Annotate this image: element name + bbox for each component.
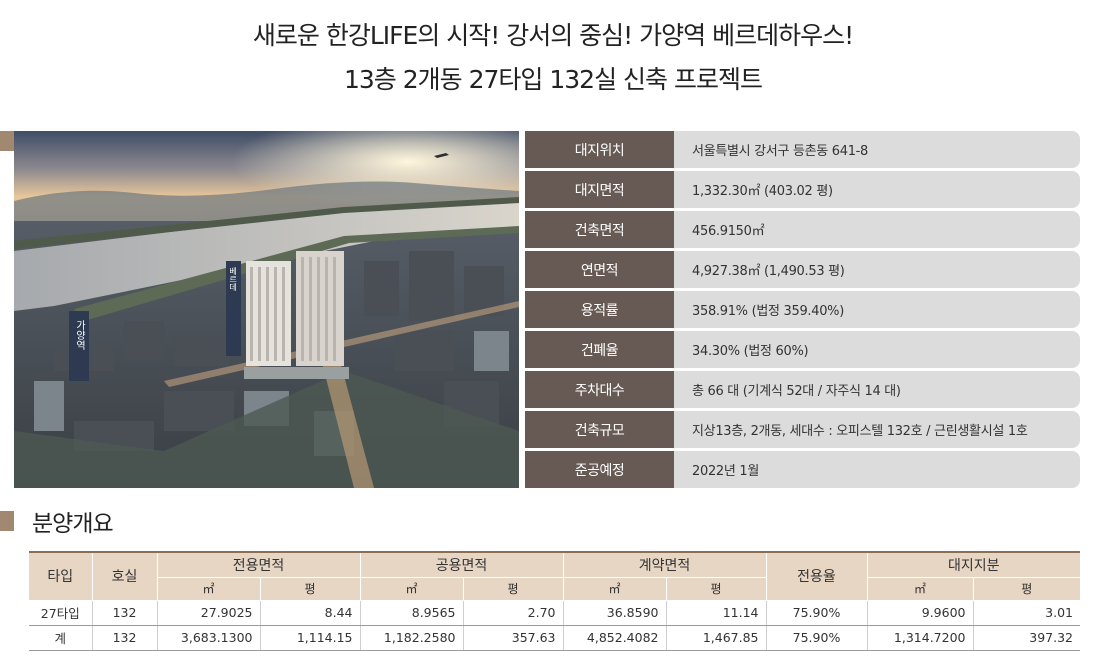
header-sqm: ㎡: [867, 577, 974, 601]
header-common-area: 공용면적: [360, 551, 564, 578]
header-pyeong: 평: [463, 577, 564, 601]
spec-row-site-location: 대지위치 서울특별시 강서구 등촌동 641-8: [525, 131, 1080, 168]
spec-value: 1,332.30㎡ (403.02 평): [692, 184, 833, 199]
cell-type: 계: [29, 625, 93, 651]
spec-row-building-scale: 건축규모 지상13층, 2개동, 세대수 : 오피스텔 132호 / 근린생활시…: [525, 411, 1080, 448]
cell-units: 132: [92, 600, 158, 626]
spec-value: 4,927.38㎡ (1,490.53 평): [692, 264, 845, 279]
header-sqm: ㎡: [157, 577, 261, 601]
cell-contract-pyeong: 11.14: [666, 600, 767, 626]
spec-row-floor-area-ratio: 용적률 358.91% (법정 359.40%): [525, 291, 1080, 328]
header-type: 타입: [29, 551, 93, 601]
section-title: 분양개요: [32, 511, 114, 537]
spec-value: 서울특별시 강서구 등촌동 641-8: [692, 144, 869, 159]
spec-table: 대지위치 서울특별시 강서구 등촌동 641-8 대지면적 1,332.30㎡ …: [525, 131, 1080, 491]
spec-label: 대지면적: [525, 171, 674, 208]
cell-common-sqm: 1,182.2580: [360, 625, 464, 651]
accent-bar: [0, 131, 14, 151]
headline-line-1: 새로운 한강LIFE의 시작! 강서의 중심! 가양역 베르데하우스!: [252, 21, 854, 50]
spec-value: 34.30% (법정 60%): [692, 344, 809, 359]
cell-type: 27타입: [29, 600, 93, 626]
spec-label: 대지위치: [525, 131, 674, 168]
cell-common-sqm: 8.9565: [360, 600, 464, 626]
spec-label: 건축규모: [525, 411, 674, 448]
spec-row-completion: 준공예정 2022년 1월: [525, 451, 1080, 488]
cell-common-pyeong: 2.70: [463, 600, 564, 626]
spec-label: 주차대수: [525, 371, 674, 408]
building-sign-text: 가양역: [74, 320, 86, 351]
spec-label: 준공예정: [525, 451, 674, 488]
spec-label: 건폐율: [525, 331, 674, 368]
spec-value: 456.9150㎡: [692, 224, 765, 239]
cell-land-sqm: 1,314.7200: [867, 625, 974, 651]
building-sign-text-right: 베르데: [229, 267, 238, 292]
section-accent-bar: [0, 511, 14, 531]
header-units: 호실: [92, 551, 158, 601]
header-pyeong: 평: [260, 577, 361, 601]
header-exclusive-area: 전용면적: [157, 551, 361, 578]
spec-row-building-coverage: 건폐율 34.30% (법정 60%): [525, 331, 1080, 368]
spec-value: 지상13층, 2개동, 세대수 : 오피스텔 132호 / 근린생활시설 1호: [692, 424, 1028, 439]
cell-contract-sqm: 36.8590: [563, 600, 667, 626]
spec-label: 용적률: [525, 291, 674, 328]
header-pyeong: 평: [973, 577, 1080, 601]
header-sqm: ㎡: [360, 577, 464, 601]
header-contract-area: 계약면적: [563, 551, 767, 578]
header-sqm: ㎡: [563, 577, 667, 601]
cell-units: 132: [92, 625, 158, 651]
spec-row-parking: 주차대수 총 66 대 (기계식 52대 / 자주식 14 대): [525, 371, 1080, 408]
headline: 새로운 한강LIFE의 시작! 강서의 중심! 가양역 베르데하우스! 13층 …: [0, 14, 1106, 102]
cell-exclusive-sqm: 3,683.1300: [157, 625, 261, 651]
cell-contract-sqm: 4,852.4082: [563, 625, 667, 651]
cell-contract-pyeong: 1,467.85: [666, 625, 767, 651]
cell-common-pyeong: 357.63: [463, 625, 564, 651]
spec-value: 358.91% (법정 359.40%): [692, 304, 845, 319]
cell-land-pyeong: 3.01: [973, 600, 1080, 626]
sales-summary-table: 타입 호실 전용면적 공용면적 계약면적 전용율 대지지분 ㎡ 평 ㎡ 평 ㎡ …: [29, 551, 1080, 651]
cell-ratio: 75.90%: [766, 625, 868, 651]
header-land-share: 대지지분: [867, 551, 1080, 578]
cell-exclusive-sqm: 27.9025: [157, 600, 261, 626]
header-pyeong: 평: [666, 577, 767, 601]
cell-exclusive-pyeong: 1,114.15: [260, 625, 361, 651]
spec-row-building-area: 건축면적 456.9150㎡: [525, 211, 1080, 248]
cell-land-sqm: 9.9600: [867, 600, 974, 626]
cell-exclusive-pyeong: 8.44: [260, 600, 361, 626]
table-row: 27타입 132 27.9025 8.44 8.9565 2.70 36.859…: [29, 600, 1080, 626]
spec-label: 연면적: [525, 251, 674, 288]
spec-row-site-area: 대지면적 1,332.30㎡ (403.02 평): [525, 171, 1080, 208]
spec-value: 총 66 대 (기계식 52대 / 자주식 14 대): [692, 384, 901, 399]
cell-ratio: 75.90%: [766, 600, 868, 626]
project-rendering-image: 가양역 베르데: [14, 131, 519, 488]
spec-value: 2022년 1월: [692, 464, 760, 479]
header-exclusive-ratio: 전용율: [766, 551, 868, 601]
table-row-total: 계 132 3,683.1300 1,114.15 1,182.2580 357…: [29, 625, 1080, 651]
headline-line-2: 13층 2개동 27타입 132실 신축 프로젝트: [344, 65, 763, 94]
spec-label: 건축면적: [525, 211, 674, 248]
cell-land-pyeong: 397.32: [973, 625, 1080, 651]
spec-row-total-floor-area: 연면적 4,927.38㎡ (1,490.53 평): [525, 251, 1080, 288]
